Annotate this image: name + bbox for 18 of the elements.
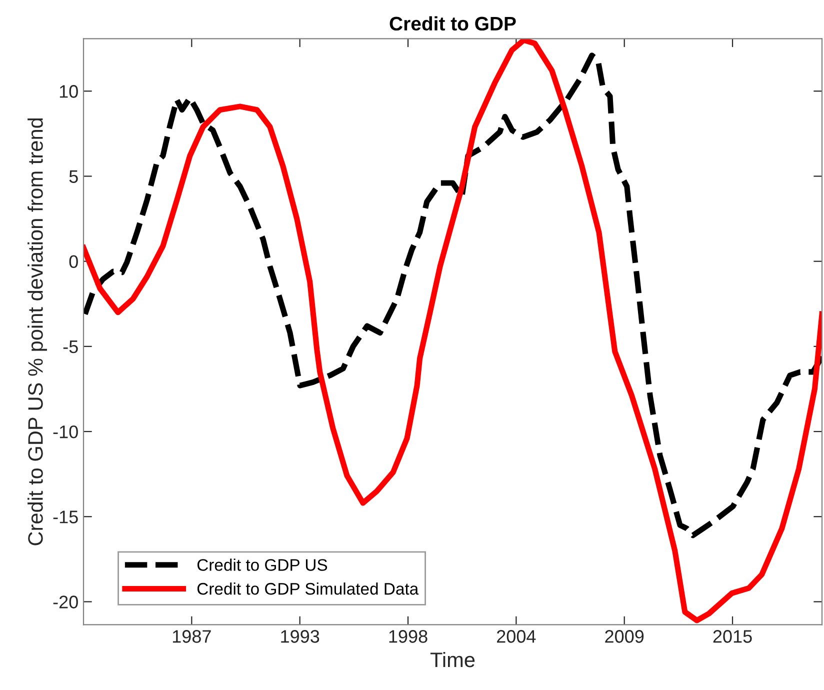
x-tick-label: 2009 xyxy=(605,630,644,643)
y-tick-label: 10 xyxy=(60,85,78,98)
x-axis-title: Time xyxy=(430,652,475,668)
legend-label: Credit to GDP Simulated Data xyxy=(197,582,419,595)
x-tick-label: 2004 xyxy=(497,630,536,643)
x-tick-label: 1998 xyxy=(389,630,428,643)
y-tick-label: 5 xyxy=(69,170,78,183)
y-tick-label: -15 xyxy=(53,510,78,524)
y-axis-title: Credit to GDP US % point deviation from trend xyxy=(28,118,47,546)
y-tick-label: -20 xyxy=(53,596,78,608)
x-tick-label: 1987 xyxy=(172,630,211,643)
chart-title: Credit to GDP xyxy=(390,16,516,31)
x-tick-label: 1993 xyxy=(281,630,320,643)
x-tick-label: 2015 xyxy=(713,630,752,643)
y-tick-label: -5 xyxy=(63,340,78,354)
legend-label: Credit to GDP US xyxy=(197,558,328,571)
y-tick-label: 0 xyxy=(69,255,78,268)
y-tick-label: -10 xyxy=(53,425,78,438)
